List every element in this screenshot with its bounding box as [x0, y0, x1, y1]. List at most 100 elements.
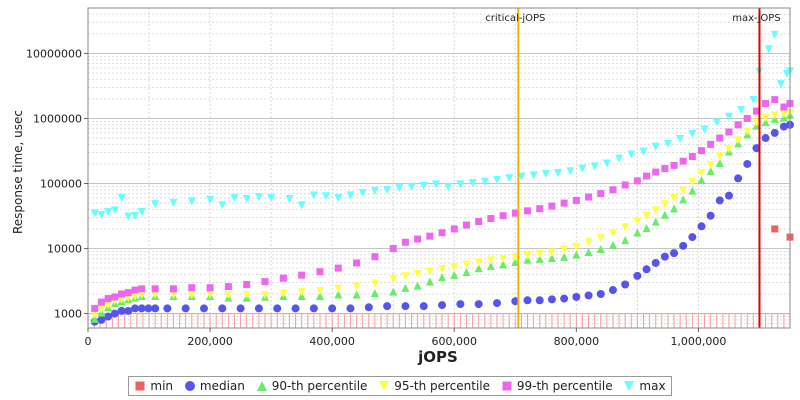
- data-point: [438, 265, 447, 274]
- data-point: [291, 304, 300, 313]
- data-point: [413, 270, 422, 279]
- data-point: [401, 302, 410, 311]
- data-point: [724, 191, 733, 200]
- data-point: [137, 290, 146, 299]
- data-point: [523, 251, 532, 260]
- data-point: [608, 240, 617, 249]
- data-point: [724, 112, 733, 121]
- data-point: [560, 294, 569, 303]
- legend-label: 99-th percentile: [516, 379, 613, 393]
- data-point: [492, 299, 501, 308]
- data-point: [389, 245, 397, 253]
- data-point: [117, 295, 126, 304]
- data-point: [633, 271, 642, 280]
- data-point: [169, 198, 178, 207]
- data-point: [609, 186, 617, 194]
- data-point: [633, 228, 642, 237]
- data-point: [584, 238, 593, 247]
- data-point: [475, 218, 483, 226]
- x-tick-label: 400,000: [309, 335, 355, 348]
- y-tick-label: 1000000: [33, 112, 82, 125]
- data-point: [206, 195, 215, 204]
- x-axis-label: jOPS: [417, 348, 458, 366]
- data-point: [352, 290, 361, 299]
- data-point: [353, 259, 361, 267]
- data-point: [639, 147, 648, 156]
- data-point: [517, 172, 526, 181]
- data-point: [688, 186, 697, 195]
- data-point: [585, 193, 593, 201]
- marker-label: critical-jOPS: [485, 13, 545, 24]
- data-point: [104, 207, 113, 216]
- data-point: [761, 114, 770, 123]
- data-point: [254, 304, 263, 313]
- data-point: [566, 167, 575, 176]
- data-point: [578, 164, 587, 173]
- data-point: [285, 194, 294, 203]
- data-point: [370, 186, 379, 195]
- data-point: [243, 280, 251, 288]
- data-point: [474, 258, 483, 267]
- data-point: [676, 135, 685, 144]
- data-point: [407, 182, 416, 191]
- data-point: [523, 296, 532, 305]
- data-point: [267, 194, 276, 203]
- data-point: [456, 180, 465, 189]
- data-point: [456, 300, 465, 309]
- data-point: [679, 195, 688, 204]
- data-point: [480, 177, 489, 186]
- data-point: [697, 169, 706, 178]
- data-point: [370, 279, 379, 288]
- data-point: [752, 107, 760, 115]
- data-point: [734, 174, 743, 183]
- data-point: [660, 252, 669, 261]
- data-point: [554, 169, 563, 178]
- data-point: [444, 182, 453, 191]
- data-point: [352, 282, 361, 291]
- data-point: [297, 201, 306, 210]
- data-point: [621, 181, 629, 189]
- data-point: [547, 248, 556, 257]
- data-point: [651, 258, 660, 267]
- data-point: [117, 306, 126, 315]
- data-point: [431, 180, 440, 189]
- data-point: [541, 170, 550, 179]
- data-point: [651, 217, 660, 226]
- marker-label: max-jOPS: [732, 13, 780, 24]
- data-point: [462, 268, 471, 277]
- data-point: [770, 30, 779, 39]
- legend-symbol: [135, 381, 145, 391]
- data-point: [715, 158, 724, 167]
- data-point: [761, 134, 770, 143]
- data-point: [572, 250, 581, 259]
- data-point: [169, 285, 177, 293]
- data-point: [608, 228, 617, 237]
- data-point: [91, 304, 99, 312]
- data-point: [670, 161, 678, 169]
- y-tick-label: 10000000: [26, 47, 82, 60]
- data-point: [608, 286, 617, 295]
- x-tick-label: 1,000,000: [670, 335, 726, 348]
- data-point: [652, 168, 660, 176]
- data-point: [499, 260, 508, 269]
- data-point: [779, 110, 788, 119]
- data-point: [486, 256, 495, 265]
- legend-item: median: [184, 379, 245, 393]
- data-point: [322, 192, 331, 201]
- data-point: [261, 290, 270, 299]
- legend-item: 99-th percentile: [501, 379, 613, 393]
- data-point: [697, 222, 706, 231]
- data-point: [743, 159, 752, 168]
- data-point: [560, 252, 569, 261]
- data-point: [111, 293, 119, 301]
- data-point: [707, 140, 715, 148]
- data-point: [734, 121, 742, 129]
- data-point: [596, 244, 605, 253]
- data-point: [358, 189, 367, 198]
- data-point: [438, 301, 447, 310]
- data-point: [163, 304, 172, 313]
- data-point: [297, 288, 306, 297]
- data-point: [414, 235, 422, 243]
- data-point: [584, 248, 593, 257]
- data-point: [151, 290, 160, 299]
